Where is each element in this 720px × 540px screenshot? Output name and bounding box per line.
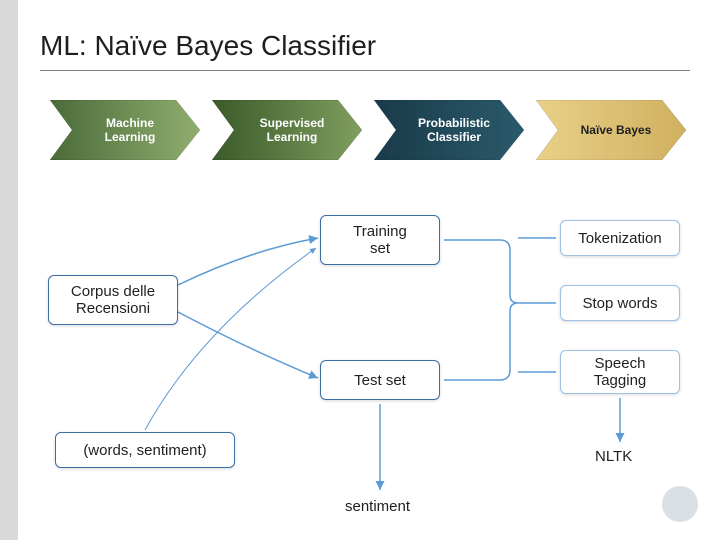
side-accent-bar (0, 0, 18, 540)
box-words: (words, sentiment) (55, 432, 235, 468)
box-training: Training set (320, 215, 440, 265)
label-nltk: NLTK (595, 448, 632, 465)
box-corpus: Corpus delle Recensioni (48, 275, 178, 325)
label-sentiment: sentiment (345, 498, 410, 515)
box-stopwords: Stop words (560, 285, 680, 321)
page-title: ML: Naïve Bayes Classifier (40, 30, 376, 62)
chevron-label: Naïve Bayes (561, 123, 662, 137)
chevron-step: Naïve Bayes (536, 100, 686, 160)
chevron-step: Supervised Learning (212, 100, 362, 160)
decorative-circle (662, 486, 698, 522)
chevron-label: Supervised Learning (240, 116, 335, 145)
chevron-step: Probabilistic Classifier (374, 100, 524, 160)
box-speech: Speech Tagging (560, 350, 680, 394)
title-underline (40, 70, 690, 71)
box-test: Test set (320, 360, 440, 400)
chevron-step: Machine Learning (50, 100, 200, 160)
box-tokenization: Tokenization (560, 220, 680, 256)
chevron-label: Machine Learning (85, 116, 166, 145)
chevron-label: Probabilistic Classifier (398, 116, 500, 145)
chevron-row: Machine Learning Supervised Learning Pro… (50, 100, 686, 160)
